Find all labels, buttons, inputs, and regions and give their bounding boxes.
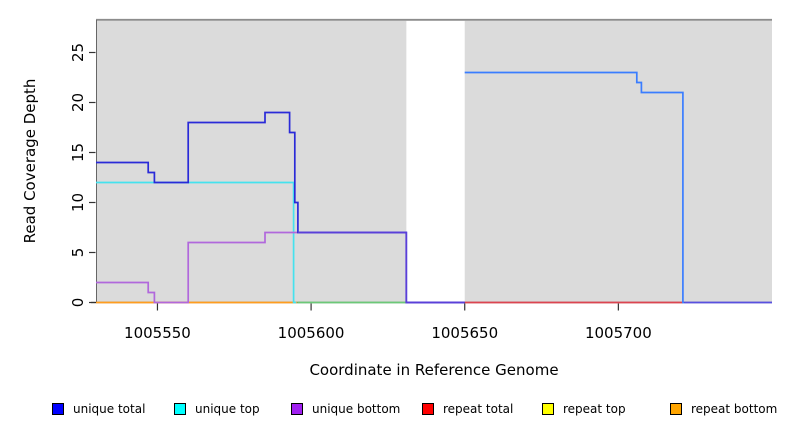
- y-tick-label: 10: [69, 193, 87, 212]
- series-unique-top: [96, 181, 297, 304]
- legend-label: unique top: [195, 402, 260, 416]
- legend-label: unique bottom: [312, 402, 401, 416]
- y-tick-label: 20: [69, 93, 87, 112]
- legend-item-repeat-top: repeat top: [542, 401, 626, 417]
- coverage-step-plot: 1005550 1005600 1005650 1005700 0 5 10 15 20 25: [69, 18, 772, 342]
- legend-label: repeat top: [563, 402, 626, 416]
- series-unique-bottom: [96, 231, 298, 304]
- y-tick-label: 25: [69, 43, 87, 62]
- legend-item-repeat-bottom: repeat bottom: [670, 401, 777, 417]
- legend-item-unique-total: unique total: [52, 401, 145, 417]
- legend-item-repeat-total: repeat total: [422, 401, 513, 417]
- series-unique-total-unique-bottom-overlap: [297, 231, 465, 304]
- x-tick-label: 1005650: [431, 324, 498, 342]
- y-axis-title: Read Coverage Depth: [21, 78, 39, 244]
- series-total-coverage-right-block-: [464, 71, 685, 304]
- legend-swatch-repeat-top: [542, 403, 554, 415]
- legend-item-unique-bottom: unique bottom: [291, 401, 400, 417]
- x-tick-label: 1005600: [278, 324, 345, 342]
- legend-swatch-unique-total: [52, 403, 64, 415]
- y-tick-label: 15: [69, 143, 87, 162]
- x-axis-title: Coordinate in Reference Genome: [309, 361, 559, 379]
- legend-label: repeat bottom: [691, 402, 778, 416]
- y-tick-label: 5: [69, 248, 87, 258]
- legend-swatch-unique-top: [174, 403, 186, 415]
- legend-item-unique-top: unique top: [174, 401, 260, 417]
- legend-swatch-repeat-total: [422, 403, 434, 415]
- legend-label: unique total: [73, 402, 146, 416]
- y-tick-label: 0: [69, 298, 87, 308]
- legend-swatch-unique-bottom: [291, 403, 303, 415]
- x-tick-label: 1005700: [585, 324, 652, 342]
- shaded-region: [464, 20, 772, 303]
- legend-swatch-repeat-bottom: [670, 403, 682, 415]
- legend-label: repeat total: [443, 402, 514, 416]
- x-tick-label: 1005550: [124, 324, 191, 342]
- legend: unique total unique top unique bottom repea…: [0, 401, 792, 423]
